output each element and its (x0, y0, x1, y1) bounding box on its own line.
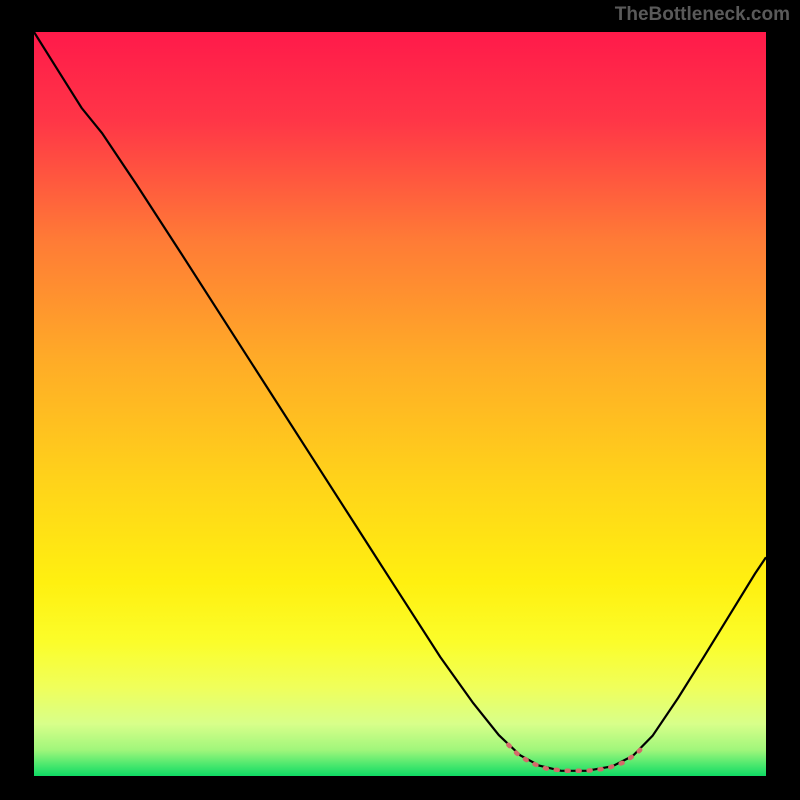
bottleneck-curve (34, 32, 766, 771)
watermark-text: TheBottleneck.com (615, 4, 790, 26)
minimum-marker (508, 745, 645, 771)
curve-layer (34, 32, 766, 776)
chart-container: TheBottleneck.com (0, 0, 800, 800)
plot-area (34, 32, 766, 776)
